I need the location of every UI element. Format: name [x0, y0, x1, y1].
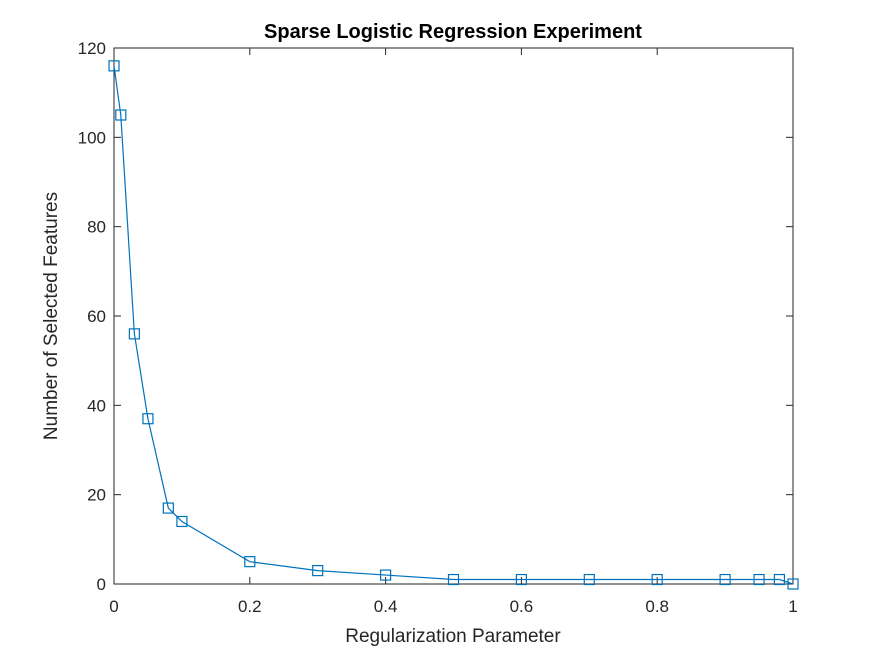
chart-title: Sparse Logistic Regression Experiment: [264, 21, 642, 43]
data-point-marker: [447, 573, 460, 586]
data-point-marker: [773, 573, 786, 586]
y-tick-label: 120: [78, 39, 106, 58]
y-tick-label: 60: [87, 307, 106, 326]
data-point-marker: [142, 413, 154, 425]
y-tick-label: 100: [78, 128, 106, 147]
plot-area: [113, 47, 794, 585]
data-point-marker: [719, 573, 731, 586]
x-tick-label: 0.6: [510, 597, 534, 616]
y-tick-label: 0: [97, 575, 106, 594]
data-point-marker: [312, 564, 324, 577]
axis-ticks: [113, 47, 794, 585]
data-point-marker: [515, 573, 528, 586]
x-tick-label: 0: [109, 597, 118, 616]
data-point-marker: [162, 502, 174, 514]
data-point-marker: [380, 569, 392, 581]
data-point-marker: [753, 573, 765, 586]
data-point-marker: [244, 556, 256, 568]
y-tick-label: 40: [87, 396, 106, 415]
data-point-marker: [583, 573, 595, 586]
x-tick-label: 1: [788, 597, 797, 616]
data-point-marker: [115, 109, 127, 121]
data-point-marker: [787, 578, 799, 590]
y-tick-label: 80: [87, 218, 106, 237]
x-tick-label: 0.4: [374, 597, 398, 616]
data-point-marker: [128, 328, 140, 340]
data-point-marker: [651, 573, 663, 586]
series-layer: [108, 60, 799, 590]
x-tick-label: 0.2: [238, 597, 262, 616]
data-point-marker: [176, 515, 188, 528]
series-line: [113, 65, 794, 585]
data-point-marker: [108, 60, 120, 72]
x-tick-label: 0.8: [645, 597, 669, 616]
x-axis-label: Regularization Parameter: [345, 626, 561, 647]
tick-labels: 0 0.2 0.4 0.6 0.8 1 0 20 40 60 80 100 120: [78, 39, 798, 616]
y-tick-label: 20: [87, 486, 106, 505]
y-axis-label: Number of Selected Features: [41, 192, 62, 440]
